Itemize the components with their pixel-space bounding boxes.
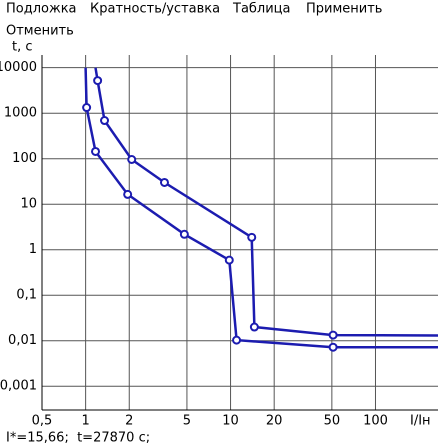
- menu-item[interactable]: Кратность/уставка: [90, 2, 220, 17]
- menu-item[interactable]: Подложка: [6, 2, 77, 17]
- point-marker: [224, 255, 234, 265]
- x-tick-label: 20: [266, 414, 283, 429]
- point-marker: [247, 232, 257, 242]
- y-tick-label: 1: [29, 242, 37, 257]
- point-marker: [127, 154, 137, 164]
- point-marker: [91, 146, 101, 156]
- point-marker: [82, 103, 92, 113]
- menu-item[interactable]: Применить: [306, 2, 382, 17]
- point-marker: [328, 330, 338, 340]
- x-tick-label: 100: [363, 414, 388, 429]
- x-tick-label: 10: [222, 414, 239, 429]
- y-tick-label: 100: [12, 151, 37, 166]
- point-marker: [179, 229, 189, 239]
- x-tick-label: 2: [125, 414, 133, 429]
- menu-item[interactable]: Отменить: [6, 24, 74, 39]
- menu-item[interactable]: Таблица: [232, 2, 291, 17]
- y-tick-label: 0,001: [0, 379, 37, 394]
- x-axis-label: I/Iн: [410, 414, 431, 429]
- x-tick-label: 5: [183, 414, 191, 429]
- y-tick-label: 0,1: [16, 288, 37, 303]
- y-tick-label: 0,01: [8, 333, 37, 348]
- point-marker: [232, 335, 242, 345]
- y-tick-label: 10: [20, 197, 37, 212]
- point-marker: [100, 116, 110, 126]
- x-tick-label: 1: [81, 414, 89, 429]
- x-tick-label: 50: [324, 414, 341, 429]
- point-marker: [123, 189, 133, 199]
- status-text: I*=15,66; t=27870 c;: [6, 431, 150, 446]
- point-marker: [328, 342, 338, 352]
- y-tick-label: 1000: [4, 106, 37, 121]
- point-marker: [93, 76, 103, 86]
- point-marker: [249, 322, 259, 332]
- x-tick-label: 0,5: [32, 414, 53, 429]
- point-marker: [159, 177, 169, 187]
- y-axis-label: t, c: [12, 40, 33, 55]
